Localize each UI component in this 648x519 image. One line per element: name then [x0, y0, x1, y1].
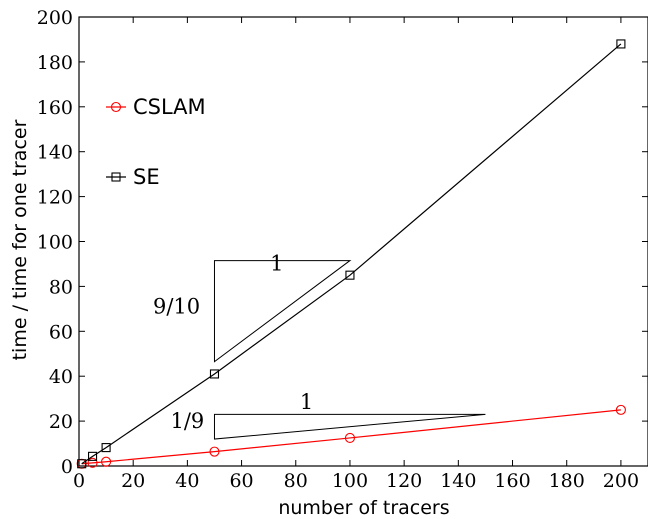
plot-frame [78, 16, 648, 467]
data-point [209, 369, 220, 379]
x-tick-label: 0 [73, 470, 85, 492]
slope-rise-label: 1/9 [170, 409, 204, 433]
axes: 0 20 40 60 80 100 120 140 160 180 200 0 20 40 60 80 100 1… [37, 7, 648, 492]
y-tick-label: 120 [37, 187, 73, 209]
y-tick-label: 100 [37, 232, 73, 254]
legend-marker [110, 101, 122, 113]
x-tick-label: 140 [440, 470, 476, 492]
legend-marker [111, 172, 121, 182]
data-point [344, 432, 356, 443]
x-tick-label: 100 [332, 470, 368, 492]
x-tick-label: 60 [229, 470, 253, 492]
x-tick-label: 20 [121, 470, 145, 492]
series-line-cslam [81, 409, 621, 465]
slope-run-label: 1 [270, 252, 283, 276]
data-point [615, 404, 626, 415]
series-line-se [81, 43, 622, 465]
y-tick-label: 200 [37, 7, 73, 29]
legend: CSLAM SE [106, 95, 206, 189]
slope-annotations: 9/10 1 1/9 1 [153, 252, 486, 440]
legend-label: SE [133, 165, 160, 189]
y-tick-label: 60 [49, 321, 73, 343]
y-tick-label: 40 [49, 366, 73, 388]
data-series [76, 39, 626, 469]
slope-triangle [213, 413, 486, 440]
slope-triangle [213, 260, 352, 363]
data-point [616, 39, 626, 49]
x-tick-label: 180 [549, 470, 585, 492]
slope-rise-label: 9/10 [153, 294, 200, 318]
data-point [101, 443, 111, 453]
y-tick-label: 80 [49, 276, 73, 298]
y-tick-label: 180 [37, 52, 73, 74]
slope-run-label: 1 [300, 390, 313, 414]
y-tick-label: 0 [61, 456, 73, 478]
legend-label: CSLAM [133, 95, 206, 119]
y-tick-label: 160 [37, 97, 73, 119]
y-axis-label: time / time for one tracer [9, 119, 31, 360]
x-tick-label: 200 [603, 470, 639, 492]
x-tick-label: 160 [494, 470, 530, 492]
data-point [101, 456, 112, 467]
x-tick-label: 40 [175, 470, 199, 492]
data-point [209, 446, 220, 457]
x-tick-label: 120 [386, 470, 422, 492]
data-point [77, 459, 87, 469]
y-tick-label: 140 [37, 142, 73, 164]
x-tick-label: 80 [284, 470, 308, 492]
x-axis-label: number of tracers [278, 497, 449, 519]
y-tick-label: 20 [49, 411, 73, 433]
data-point [87, 457, 98, 468]
data-point [87, 451, 98, 461]
data-point [345, 270, 355, 280]
